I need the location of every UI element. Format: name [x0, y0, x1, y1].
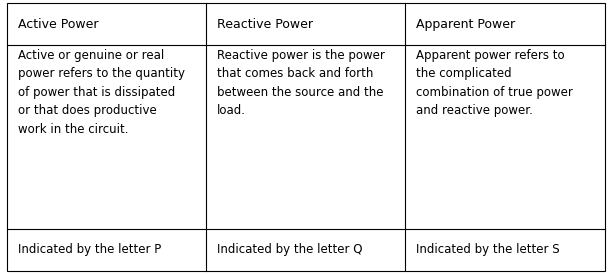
Text: Active Power: Active Power	[18, 18, 99, 30]
Text: Indicated by the letter P: Indicated by the letter P	[18, 244, 162, 256]
Text: Active or genuine or real
power refers to the quantity
of power that is dissipat: Active or genuine or real power refers t…	[18, 49, 185, 136]
Text: Indicated by the letter S: Indicated by the letter S	[416, 244, 560, 256]
Text: Apparent power refers to
the complicated
combination of true power
and reactive : Apparent power refers to the complicated…	[416, 49, 573, 117]
Text: Indicated by the letter Q: Indicated by the letter Q	[217, 244, 363, 256]
Text: Reactive Power: Reactive Power	[217, 18, 313, 30]
Text: Reactive power is the power
that comes back and forth
between the source and the: Reactive power is the power that comes b…	[217, 49, 385, 117]
Text: Apparent Power: Apparent Power	[416, 18, 515, 30]
